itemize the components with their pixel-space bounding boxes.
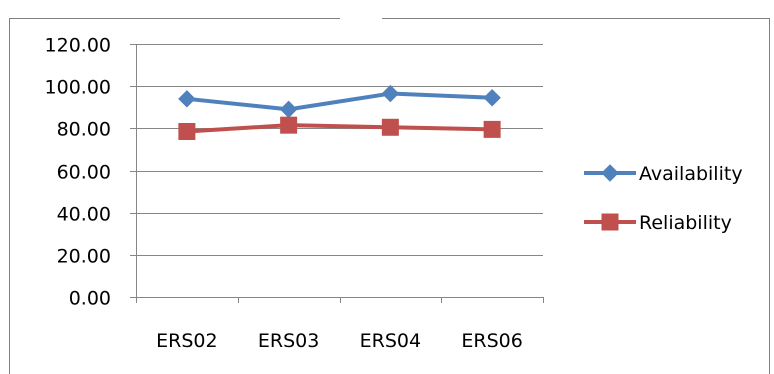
legend-item-reliability: Reliability: [584, 212, 732, 234]
availability-point-ers02: [178, 90, 196, 108]
series-line-availability: [184, 91, 495, 112]
reliability-point-ers06: [483, 120, 501, 138]
legend-label-reliability: Reliability: [639, 212, 732, 234]
y-tick-label: 100.00: [45, 77, 111, 99]
reliability-point-ers04: [381, 118, 399, 136]
legend-label-availability: Availability: [639, 163, 743, 185]
reliability-point-ers03: [280, 116, 298, 134]
series-availability: [178, 84, 501, 119]
y-axis-ticks: 0.00 20.00 40.00 60.00 80.00 100.00 120.00: [45, 35, 136, 310]
legend-marker-reliability: [601, 213, 619, 231]
series-reliability: [178, 116, 501, 140]
x-tick-label: ERS02: [156, 330, 217, 352]
x-tick-label: ERS04: [360, 330, 421, 352]
gridlines: [136, 44, 543, 256]
y-tick-label: 80.00: [57, 119, 111, 141]
y-tick-label: 120.00: [45, 35, 111, 57]
availability-point-ers06: [483, 89, 501, 107]
legend: Availability Reliability: [584, 163, 743, 234]
series-layer: [178, 84, 501, 140]
availability-point-ers04: [381, 84, 400, 103]
legend-item-availability: Availability: [584, 163, 743, 185]
availability-point-ers03: [279, 100, 298, 119]
x-tick-label: ERS03: [258, 330, 319, 352]
y-tick-label: 60.00: [57, 162, 111, 184]
axes: [136, 44, 543, 298]
x-tick-label: ERS06: [461, 330, 522, 352]
y-tick-label: 0.00: [69, 288, 111, 310]
reliability-point-ers02: [178, 122, 196, 140]
y-tick-label: 20.00: [57, 246, 111, 268]
x-axis-ticks: ERS02 ERS03 ERS04 ERS06: [136, 297, 544, 352]
series-line-reliability: [184, 123, 495, 134]
y-tick-label: 40.00: [57, 204, 111, 226]
legend-marker-availability: [601, 164, 619, 182]
